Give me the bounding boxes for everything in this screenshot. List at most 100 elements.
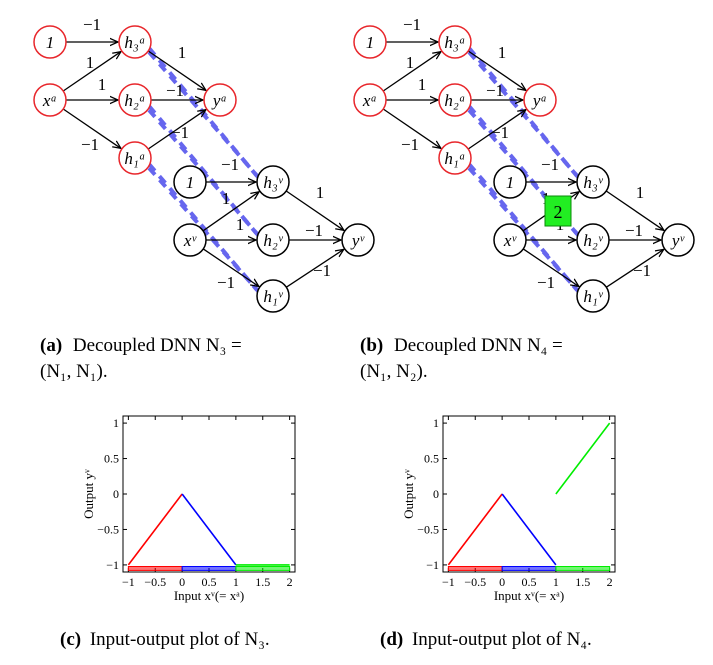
- node-val-h3: [576, 165, 610, 199]
- edge-val-h3-y: [285, 190, 344, 230]
- input-band: [235, 566, 291, 571]
- weight-val-h2-y: −1: [305, 221, 323, 240]
- edge-val-x-h1: [202, 248, 259, 287]
- x-tick-label: −1: [442, 575, 455, 589]
- node-act-h1-label: h₁ᵃ: [444, 149, 465, 168]
- weight-act-h1-y: −1: [171, 123, 189, 142]
- y-tick-label: 0.5: [424, 452, 439, 466]
- caption-a-label: (a): [40, 335, 63, 356]
- edge-act-h3-y: [467, 50, 526, 90]
- x-tick-label: 0: [499, 575, 505, 589]
- weight-act-one-h3: −1: [403, 15, 421, 34]
- caption-c-label: (c): [60, 629, 82, 650]
- weight-act-h1-y: −1: [491, 123, 509, 142]
- x-axis-label: Input xᵛ(= xᵃ): [494, 588, 564, 603]
- series-line: [181, 493, 237, 566]
- weight-val-h1-y: −1: [313, 261, 331, 280]
- node-act-y-label: yᵃ: [531, 91, 547, 110]
- node-act-h3: [438, 25, 472, 59]
- node-val-y: [341, 223, 375, 257]
- edge-act-x-h1: [382, 108, 441, 148]
- series-line: [127, 493, 183, 566]
- node-act-one: [33, 25, 67, 59]
- coupling-line-h1: [467, 162, 579, 292]
- edge-val-x-h3: [202, 192, 259, 232]
- highlight-badge-label: 2: [554, 202, 563, 222]
- weight-val-h2-y: −1: [625, 221, 643, 240]
- highlight-badge: [544, 195, 572, 227]
- input-output-plot-c: −1 −0.5 0 0.5 1 −1 −0.5 0 0.5 1 1.5 2 Input xᵛ(= xᵃ)…: [81, 415, 296, 603]
- y-tick-label: −1: [426, 558, 439, 572]
- node-val-x: [173, 223, 207, 257]
- node-act-y: [203, 83, 237, 117]
- x-axis-label: Input xᵛ(= xᵃ): [174, 588, 244, 603]
- node-act-h2: [438, 83, 472, 117]
- caption-c: (c) Input-output plot of N₃.: [60, 627, 320, 653]
- weight-val-one-h3: −1: [541, 155, 559, 174]
- node-val-h2-label: h₂ᵛ: [583, 231, 603, 250]
- series-line: [447, 493, 503, 566]
- node-val-h2-label: h₂ᵛ: [263, 231, 283, 250]
- node-act-x-label: xᵃ: [362, 91, 377, 110]
- node-val-h1-label: h₁ᵛ: [583, 287, 603, 306]
- edge-act-x-h3: [382, 52, 441, 92]
- edge-act-x-h1: [62, 108, 121, 148]
- edge-val-h1-y: [606, 249, 663, 288]
- node-act-one: [353, 25, 387, 59]
- edge-act-h3-y: [147, 50, 206, 90]
- edge-val-x-h1: [522, 248, 579, 287]
- edge-act-h1-y: [147, 110, 206, 150]
- node-act-h3-label: h₃ᵃ: [444, 33, 465, 52]
- coupling-line-h1: [147, 162, 259, 292]
- weight-act-x-h1: −1: [401, 135, 419, 154]
- caption-b: (b) Decoupled DNN N₄ = (N₁, N₂).: [360, 333, 620, 385]
- node-act-y: [523, 83, 557, 117]
- weight-act-x-h2: 1: [98, 75, 107, 94]
- node-val-h3-label: h₃ᵛ: [583, 173, 603, 192]
- y-tick-label: −0.5: [97, 522, 119, 536]
- edge-act-h1-y: [467, 110, 526, 150]
- y-tick-label: −0.5: [417, 522, 439, 536]
- node-val-h1: [256, 279, 290, 313]
- node-act-h3-label: h₃ᵃ: [124, 33, 145, 52]
- y-axis-label: Output yᵛ: [401, 469, 416, 519]
- weight-val-x-h1: −1: [217, 273, 235, 292]
- input-band: [555, 566, 611, 571]
- input-band: [501, 566, 557, 571]
- weight-act-h2-y: −1: [486, 81, 504, 100]
- y-tick-label: 1: [433, 416, 439, 430]
- weight-act-h3-y: 1: [498, 43, 507, 62]
- node-val-y: [661, 223, 695, 257]
- x-tick-label: −0.5: [144, 575, 166, 589]
- node-val-x-label: xᵛ: [183, 231, 198, 250]
- node-act-h2-label: h₂ᵃ: [444, 91, 465, 110]
- x-tick-label: 1.5: [575, 575, 590, 589]
- node-val-h1: [576, 279, 610, 313]
- node-val-h2: [256, 223, 290, 257]
- node-act-h3: [118, 25, 152, 59]
- caption-a-line1: Decoupled DNN N₃ =: [72, 335, 242, 356]
- edge-val-h1-y: [286, 249, 343, 288]
- node-val-one: [493, 165, 527, 199]
- y-tick-label: −1: [106, 558, 119, 572]
- node-act-one-label: 1: [46, 33, 55, 52]
- node-act-x: [33, 83, 67, 117]
- weight-act-one-h3: −1: [83, 15, 101, 34]
- edge-val-h3-y: [605, 190, 664, 230]
- node-val-one-label: 1: [506, 173, 515, 192]
- node-act-h2-label: h₂ᵃ: [124, 91, 145, 110]
- plot-frame: [442, 415, 616, 573]
- input-band: [181, 566, 237, 571]
- x-tick-label: 2: [287, 575, 293, 589]
- weight-val-one-h3: −1: [221, 155, 239, 174]
- node-val-h1-label: h₁ᵛ: [263, 287, 283, 306]
- weight-act-x-h2: 1: [418, 75, 427, 94]
- node-val-one-label: 1: [186, 173, 195, 192]
- x-tick-label: 1: [233, 575, 239, 589]
- caption-a: (a) Decoupled DNN N₃ = (N₁, N₁).: [40, 333, 300, 385]
- x-tick-label: 0.5: [202, 575, 217, 589]
- node-val-x-label: xᵛ: [503, 231, 518, 250]
- weight-act-h3-y: 1: [178, 43, 187, 62]
- x-tick-label: 0: [179, 575, 185, 589]
